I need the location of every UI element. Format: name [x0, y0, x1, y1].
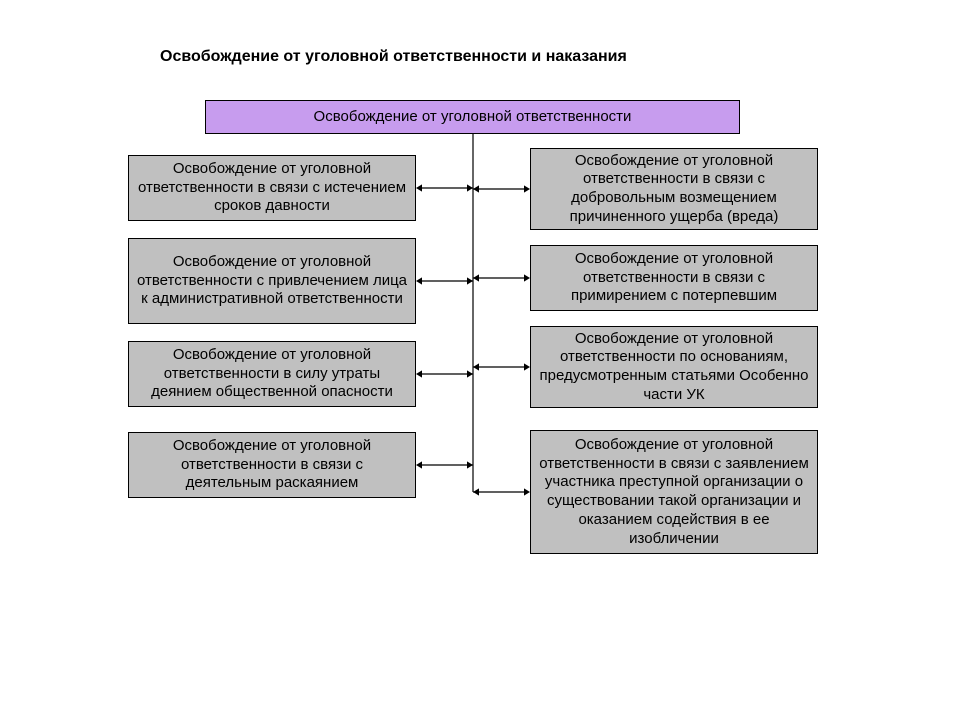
left-box-1-label: Освобождение от уголовной ответственност…	[137, 253, 407, 309]
header-box-label: Освобождение от уголовной ответственност…	[314, 108, 632, 127]
header-box: Освобождение от уголовной ответственност…	[205, 100, 740, 134]
right-box-3-label: Освобождение от уголовной ответственност…	[539, 436, 809, 549]
left-box-1: Освобождение от уголовной ответственност…	[128, 238, 416, 324]
diagram-canvas: { "page": { "width": 960, "height": 720,…	[0, 0, 960, 720]
right-box-2-label: Освобождение от уголовной ответственност…	[539, 330, 809, 405]
right-box-3: Освобождение от уголовной ответственност…	[530, 430, 818, 554]
left-box-0: Освобождение от уголовной ответственност…	[128, 155, 416, 221]
left-box-3: Освобождение от уголовной ответственност…	[128, 432, 416, 498]
right-box-2: Освобождение от уголовной ответственност…	[530, 326, 818, 408]
page-title: Освобождение от уголовной ответственност…	[160, 48, 627, 66]
left-box-3-label: Освобождение от уголовной ответственност…	[137, 437, 407, 493]
left-box-2: Освобождение от уголовной ответственност…	[128, 341, 416, 407]
right-box-0-label: Освобождение от уголовной ответственност…	[539, 152, 809, 227]
left-box-0-label: Освобождение от уголовной ответственност…	[137, 160, 407, 216]
right-box-1: Освобождение от уголовной ответственност…	[530, 245, 818, 311]
right-box-0: Освобождение от уголовной ответственност…	[530, 148, 818, 230]
left-box-2-label: Освобождение от уголовной ответственност…	[137, 346, 407, 402]
right-box-1-label: Освобождение от уголовной ответственност…	[539, 250, 809, 306]
